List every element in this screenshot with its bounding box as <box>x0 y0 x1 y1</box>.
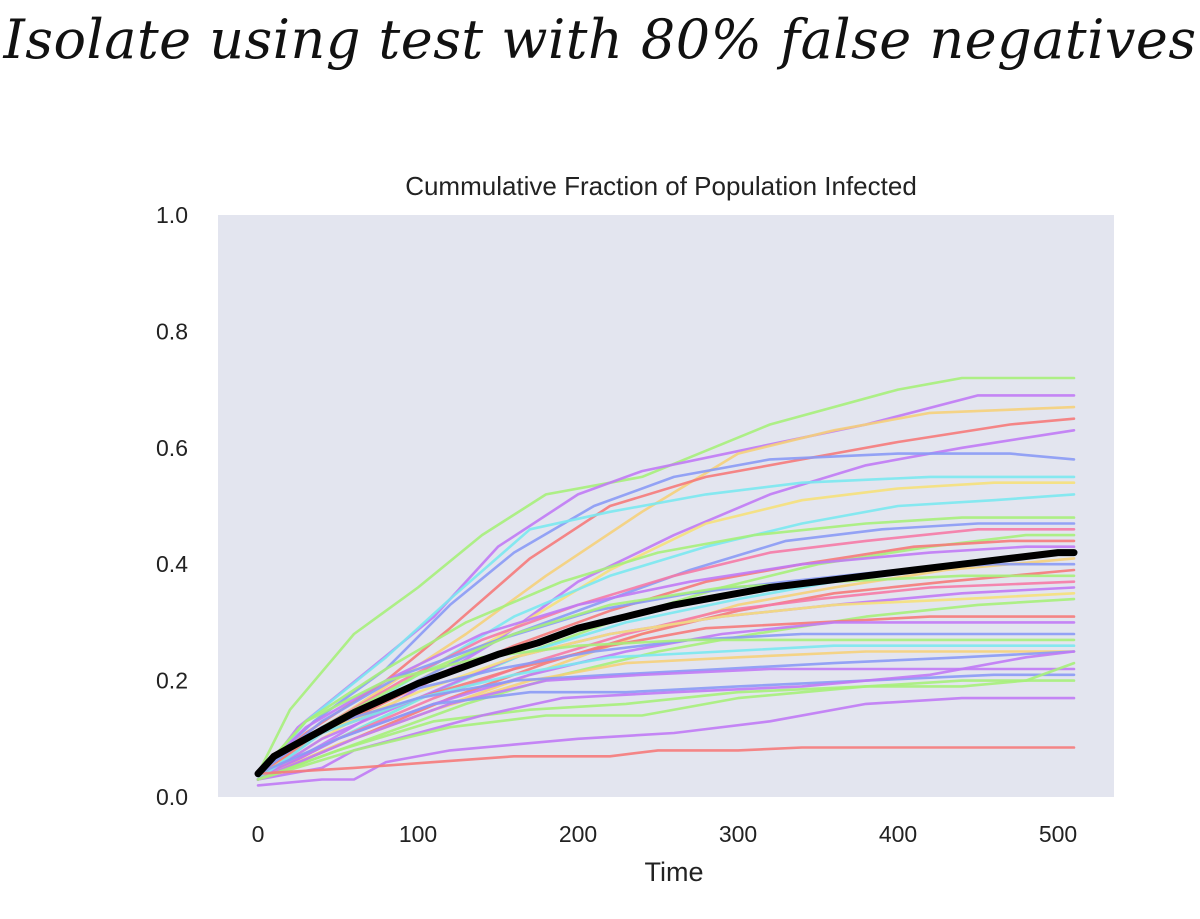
series-line-7 <box>256 475 1076 781</box>
series-line-28 <box>256 638 1076 776</box>
series-line-15 <box>256 545 1076 776</box>
series-line-37 <box>256 696 1076 787</box>
series-line-24 <box>256 597 1076 781</box>
series-line-35 <box>256 650 1076 781</box>
series-line-38 <box>256 746 1076 776</box>
y-tick-labels: 0.0 0.2 0.4 0.6 0.8 1.0 <box>156 202 188 810</box>
y-tick-label: 1.0 <box>156 202 188 228</box>
series-line-36 <box>256 679 1076 781</box>
x-tick-label: 200 <box>559 821 597 847</box>
series-line-19 <box>256 568 1076 781</box>
series-line-1 <box>256 376 1076 776</box>
y-tick-label: 0.8 <box>156 318 188 344</box>
x-tick-label: 400 <box>879 821 917 847</box>
y-tick-label: 0.6 <box>156 435 188 461</box>
x-tick-label: 0 <box>252 821 265 847</box>
series-line-23 <box>256 591 1076 776</box>
x-tick-label: 300 <box>719 821 757 847</box>
series-line-32 <box>256 667 1076 781</box>
series-line-31 <box>256 650 1076 776</box>
x-tick-labels: 0 100 200 300 400 500 <box>252 821 1078 847</box>
y-tick-label: 0.2 <box>156 668 188 694</box>
series-line-34 <box>256 661 1076 781</box>
series-line-10 <box>256 516 1076 776</box>
series-line-4 <box>256 417 1076 776</box>
series-layer <box>254 376 1078 787</box>
x-tick-label: 500 <box>1039 821 1077 847</box>
series-line-21 <box>256 580 1076 781</box>
x-axis-label: Time <box>645 857 704 887</box>
x-tick-label: 100 <box>399 821 437 847</box>
series-line-6 <box>256 452 1076 776</box>
chart-title: Cummulative Fraction of Population Infec… <box>405 171 917 201</box>
series-mean-line <box>254 549 1078 778</box>
y-tick-label: 0.0 <box>156 784 188 810</box>
series-line-33 <box>256 673 1076 776</box>
series-line-29 <box>256 644 1076 781</box>
slide-headline: Isolate using test with 80% false negati… <box>3 8 1197 71</box>
y-tick-label: 0.4 <box>156 551 188 577</box>
